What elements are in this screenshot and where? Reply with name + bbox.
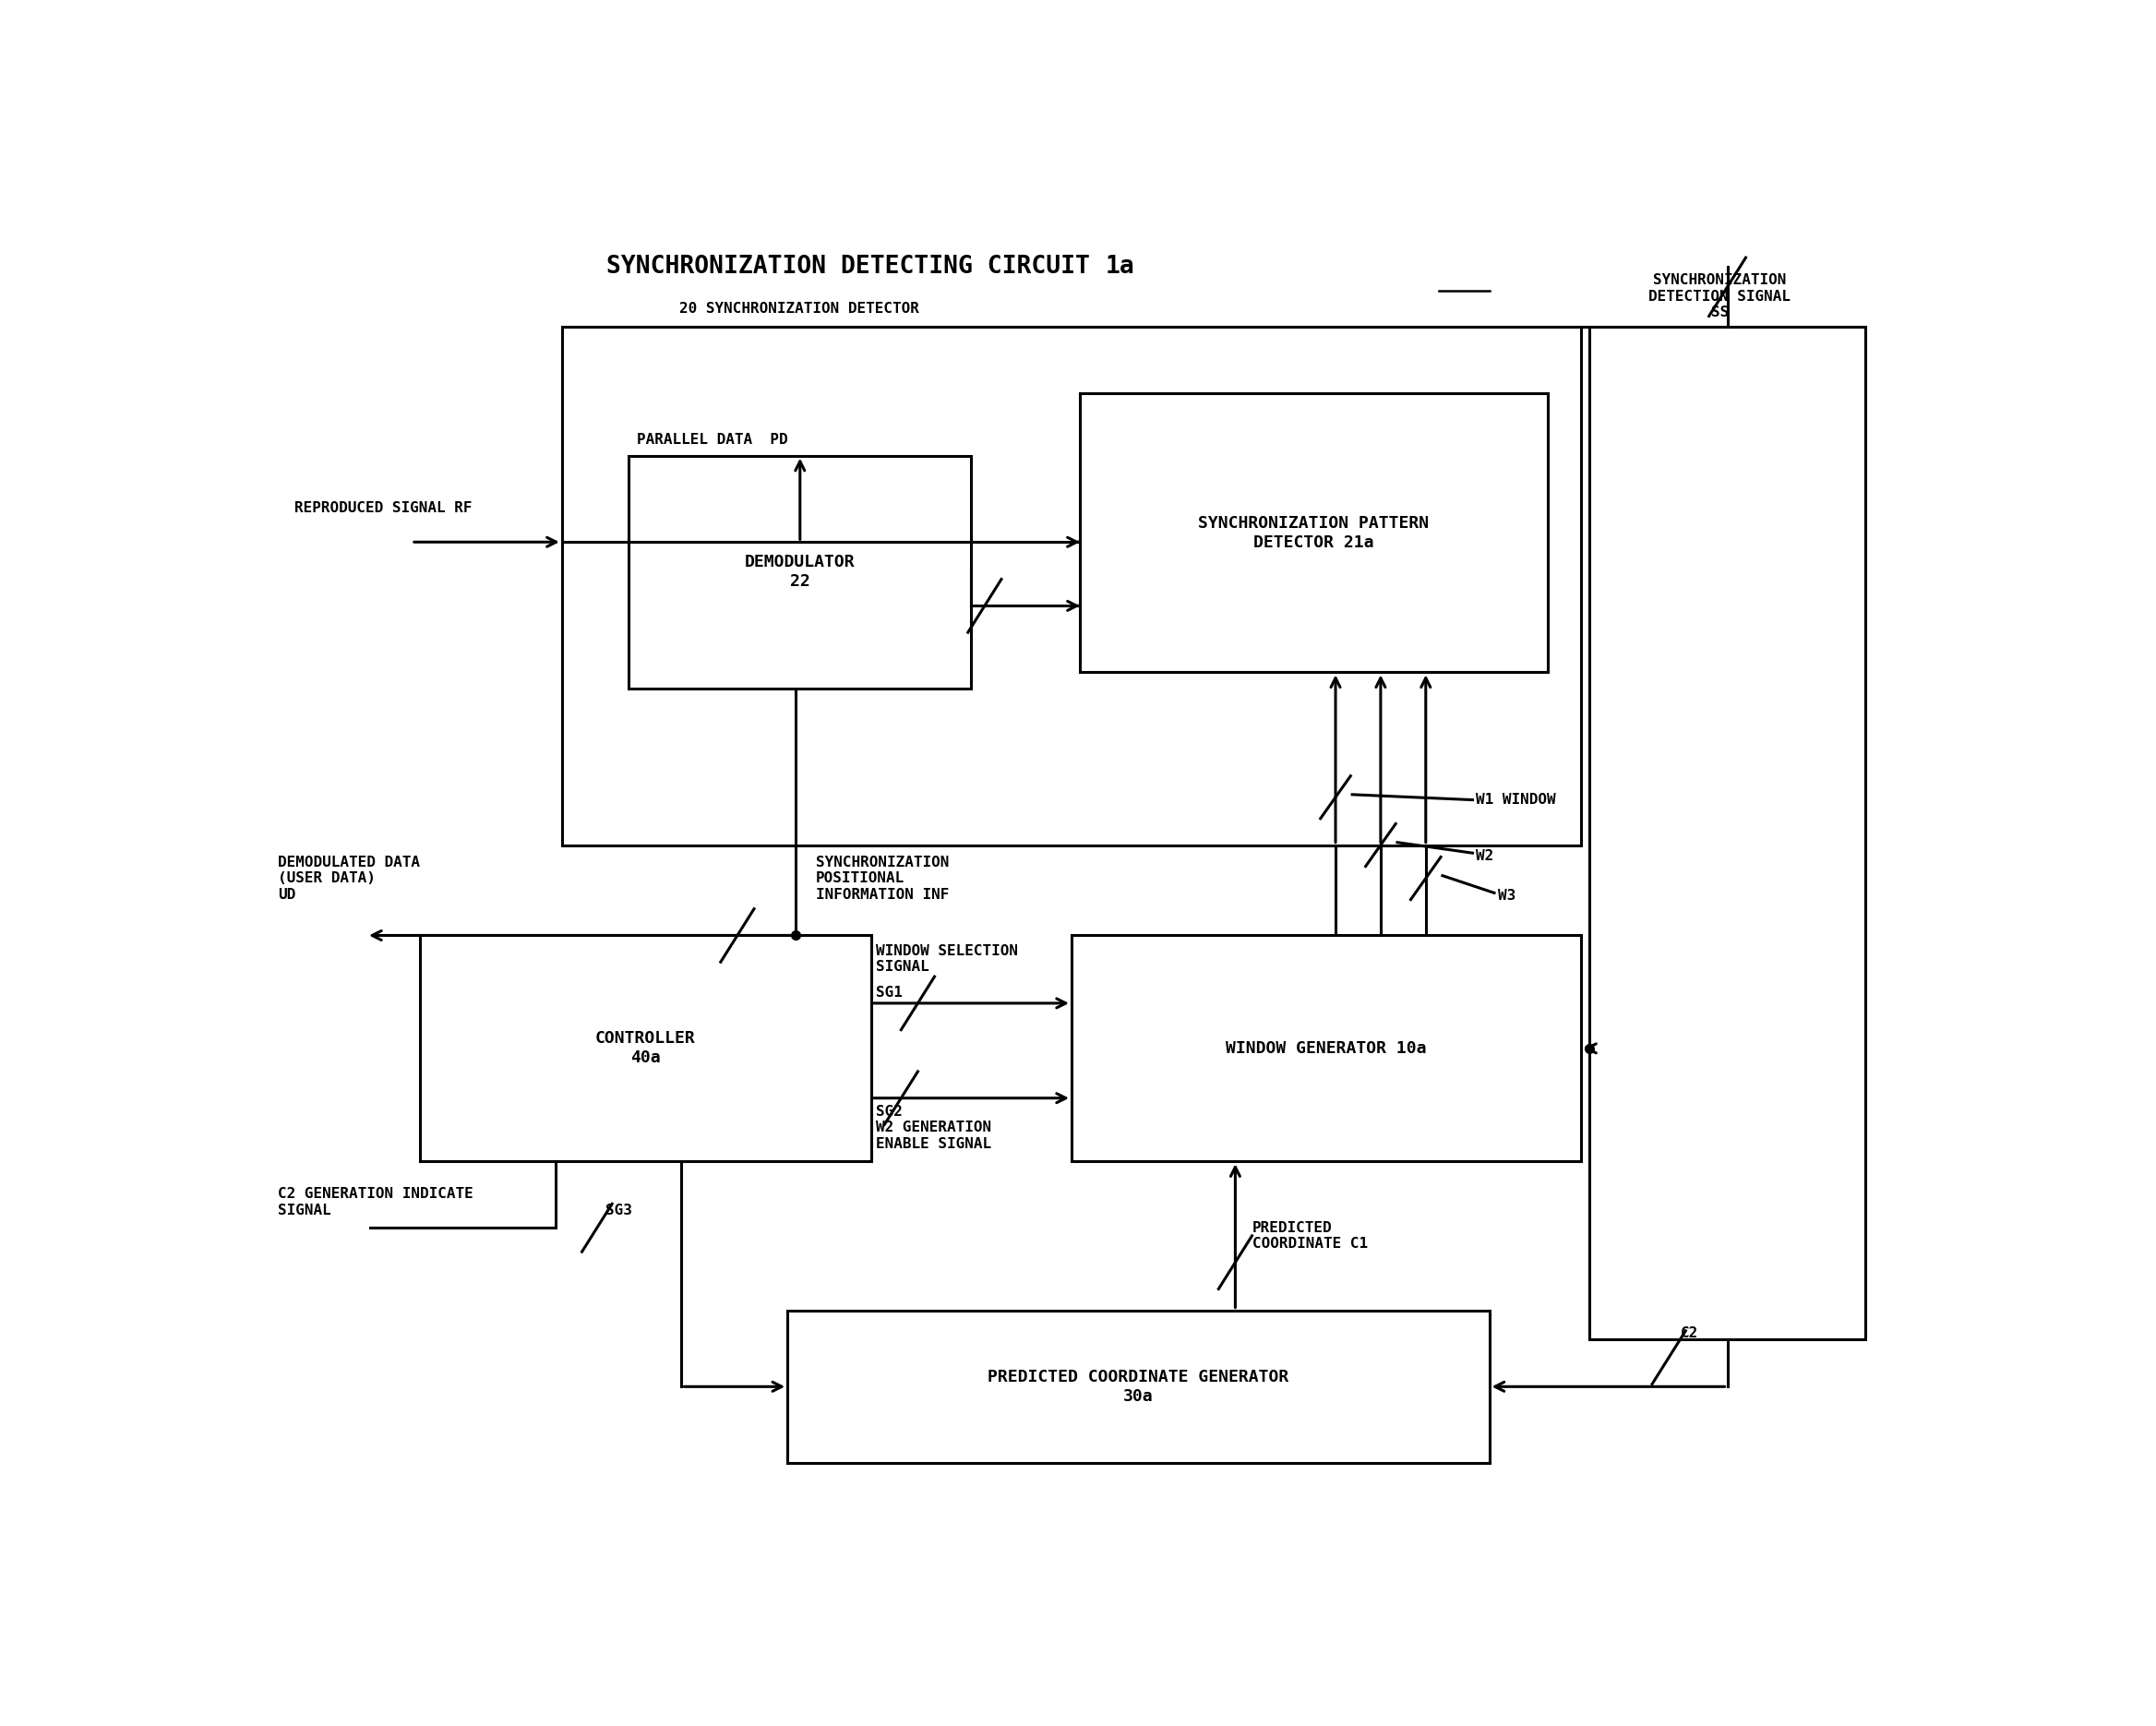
Text: DEMODULATED DATA
(USER DATA)
UD: DEMODULATED DATA (USER DATA) UD [278, 856, 420, 901]
Text: W1 WINDOW: W1 WINDOW [1477, 792, 1557, 806]
FancyBboxPatch shape [1589, 326, 1865, 1339]
Text: W3: W3 [1498, 889, 1516, 903]
Text: 20 SYNCHRONIZATION DETECTOR: 20 SYNCHRONIZATION DETECTOR [679, 302, 918, 316]
Text: C2 GENERATION INDICATE
SIGNAL: C2 GENERATION INDICATE SIGNAL [278, 1187, 474, 1217]
Text: SG2
W2 GENERATION
ENABLE SIGNAL: SG2 W2 GENERATION ENABLE SIGNAL [875, 1105, 992, 1151]
FancyBboxPatch shape [630, 456, 970, 689]
Text: SYNCHRONIZATION PATTERN
DETECTOR 21a: SYNCHRONIZATION PATTERN DETECTOR 21a [1199, 514, 1429, 551]
Text: WINDOW GENERATOR 10a: WINDOW GENERATOR 10a [1227, 1041, 1427, 1056]
FancyBboxPatch shape [1072, 935, 1580, 1162]
Text: SYNCHRONIZATION
POSITIONAL
INFORMATION INF: SYNCHRONIZATION POSITIONAL INFORMATION I… [815, 856, 949, 901]
FancyBboxPatch shape [1080, 394, 1548, 671]
Text: PREDICTED
COORDINATE C1: PREDICTED COORDINATE C1 [1253, 1220, 1367, 1251]
FancyBboxPatch shape [787, 1310, 1490, 1464]
Text: WINDOW SELECTION
SIGNAL: WINDOW SELECTION SIGNAL [875, 944, 1018, 973]
Text: C2: C2 [1680, 1326, 1699, 1339]
Text: 1a: 1a [1104, 255, 1134, 280]
Text: SG1: SG1 [875, 986, 903, 999]
Text: DEMODULATOR
22: DEMODULATOR 22 [744, 554, 856, 590]
Text: SG3: SG3 [606, 1203, 632, 1217]
Text: SYNCHRONIZATION DETECTING CIRCUIT: SYNCHRONIZATION DETECTING CIRCUIT [606, 255, 1104, 280]
Text: PARALLEL DATA  PD: PARALLEL DATA PD [638, 433, 789, 447]
Text: SYNCHRONIZATION
DETECTION SIGNAL
SS: SYNCHRONIZATION DETECTION SIGNAL SS [1649, 274, 1792, 319]
FancyBboxPatch shape [563, 326, 1580, 846]
Text: W2: W2 [1477, 849, 1494, 863]
FancyBboxPatch shape [420, 935, 871, 1162]
Text: REPRODUCED SIGNAL RF: REPRODUCED SIGNAL RF [295, 502, 472, 516]
Text: PREDICTED COORDINATE GENERATOR
30a: PREDICTED COORDINATE GENERATOR 30a [987, 1369, 1289, 1405]
Text: CONTROLLER
40a: CONTROLLER 40a [595, 1030, 696, 1067]
